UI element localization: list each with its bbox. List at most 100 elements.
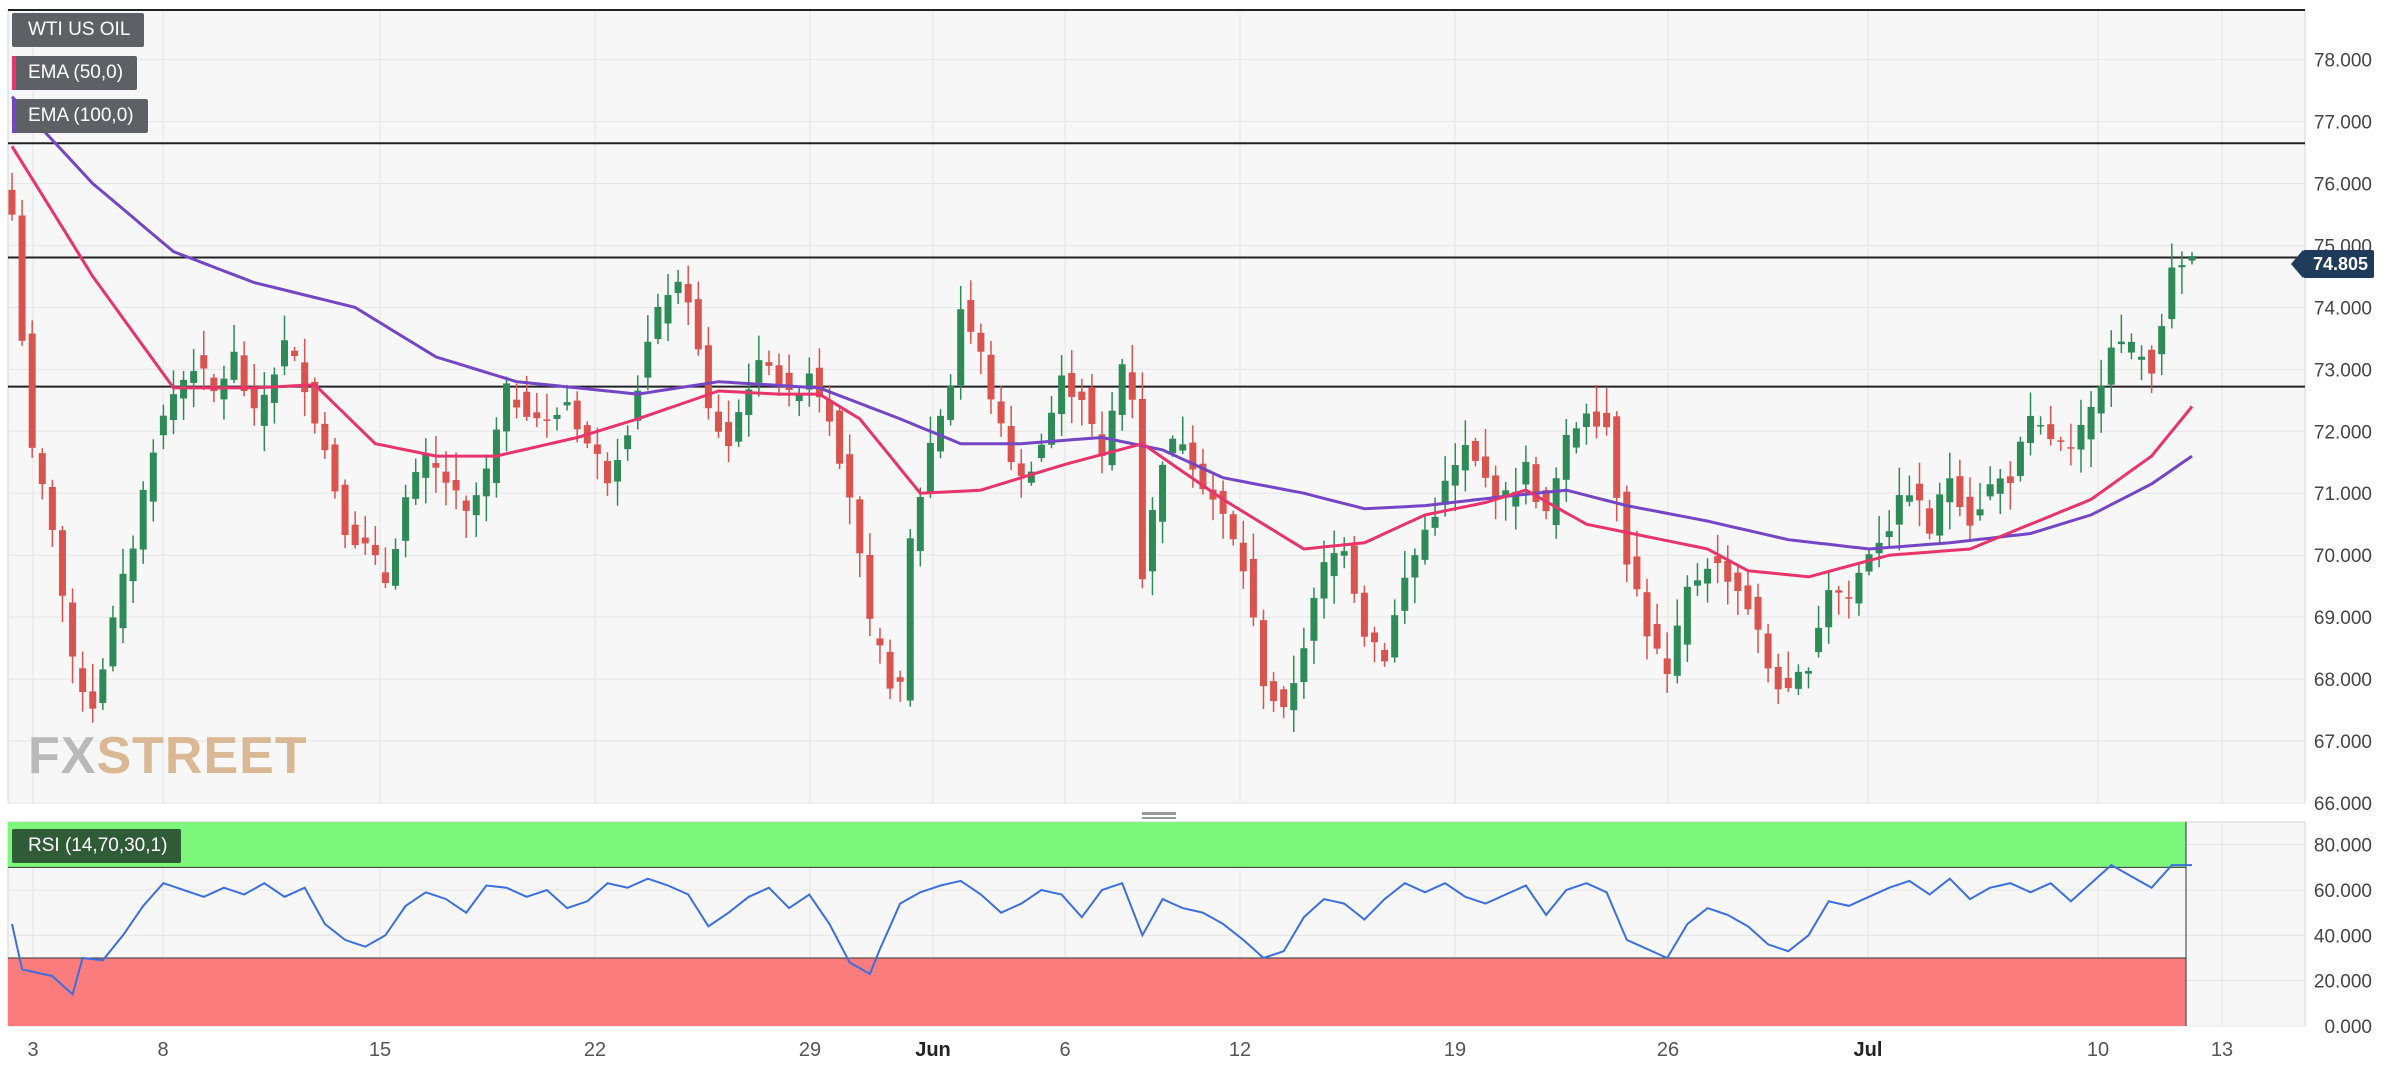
candle-body <box>1905 495 1913 502</box>
x-tick-label: 12 <box>1229 1039 1251 1061</box>
candle-body <box>392 549 400 586</box>
candle-body <box>1593 411 1601 427</box>
candle-body <box>2077 424 2085 450</box>
candle-body <box>472 495 480 516</box>
x-tick-label: 6 <box>1059 1039 1070 1061</box>
candle-body <box>1754 596 1762 630</box>
candle-body <box>48 486 56 530</box>
candle-body <box>1714 556 1722 564</box>
candle-body <box>997 401 1005 424</box>
candle-body <box>1855 572 1863 604</box>
candle-body <box>2178 265 2186 268</box>
rsi-oversold-zone <box>8 958 2186 1026</box>
candle-body <box>1673 625 1681 676</box>
candle-body <box>1623 491 1631 565</box>
candle-body <box>2148 349 2156 374</box>
ema50-line <box>10 145 2194 579</box>
candle-body <box>926 442 934 493</box>
legend-ema100[interactable]: EMA (100,0) <box>12 99 148 133</box>
candle-body <box>896 677 904 682</box>
candle-body <box>281 340 288 367</box>
candle-body <box>1461 445 1469 471</box>
candle-body <box>1290 683 1298 711</box>
price-tick-label: 72.000 <box>2314 422 2372 443</box>
price-tick-label: 71.000 <box>2314 484 2372 505</box>
candle-body <box>1199 463 1207 490</box>
price-tick-label: 66.000 <box>2314 794 2372 815</box>
price-tick-label: 68.000 <box>2314 670 2372 691</box>
rsi-line <box>11 863 2192 997</box>
candle-body <box>1946 478 1954 503</box>
candle-body <box>1643 592 1651 637</box>
candle-body <box>149 452 157 502</box>
candle-body <box>422 453 430 478</box>
candle-body <box>1471 440 1479 461</box>
candle-body <box>1320 562 1328 599</box>
candle-body <box>1249 558 1257 618</box>
candle-body <box>1350 545 1358 594</box>
candle-body <box>1764 633 1772 669</box>
candle-body <box>2097 386 2105 414</box>
candle-body <box>826 400 833 422</box>
candle-body <box>1441 480 1449 505</box>
x-tick-label: 3 <box>27 1039 38 1061</box>
candle-body <box>906 538 914 701</box>
candle-body <box>412 472 420 499</box>
candle-body <box>1128 372 1136 400</box>
candle-body <box>1936 494 1944 536</box>
candle-body <box>916 497 924 552</box>
legend-ema50[interactable]: EMA (50,0) <box>12 56 138 90</box>
candle-body <box>1492 475 1500 500</box>
candle-body <box>109 617 117 667</box>
candle-body <box>836 410 844 464</box>
price-tick-label: 69.000 <box>2314 608 2372 629</box>
ema100-swatch <box>12 99 16 133</box>
candle-body <box>18 215 26 341</box>
candle-body <box>38 453 46 485</box>
candle-body <box>129 548 137 582</box>
candle-body <box>169 394 177 421</box>
candle-body <box>1118 364 1126 415</box>
candle-body <box>1744 585 1752 610</box>
candle-body <box>1582 413 1590 427</box>
last-price-badge: 74.805 <box>2290 250 2374 278</box>
candle-body <box>1784 677 1792 689</box>
candle-body <box>230 351 238 380</box>
candle-body <box>2037 425 2045 427</box>
candle-body <box>2117 341 2125 345</box>
candle-body <box>250 388 258 409</box>
candle-body <box>1976 509 1984 516</box>
candle-body <box>1704 568 1712 584</box>
candle-body <box>452 480 460 491</box>
candle-body <box>1532 464 1540 503</box>
price-tick-label: 73.000 <box>2314 360 2372 381</box>
candle-body <box>1633 556 1641 590</box>
candle-body <box>795 394 803 401</box>
candle-body <box>1360 592 1368 637</box>
rsi-tick-label: 20.000 <box>2314 972 2372 993</box>
candle-body <box>1572 428 1580 448</box>
candle-body <box>2138 356 2146 360</box>
candle-body <box>1270 681 1278 702</box>
candle-body <box>1340 551 1348 556</box>
price-tick-label: 74.000 <box>2314 298 2372 319</box>
candle-body <box>351 524 359 546</box>
candle-body <box>664 295 672 324</box>
ema50-swatch <box>12 56 16 90</box>
x-tick-label: Jun <box>915 1039 951 1061</box>
candle-body <box>2057 440 2065 442</box>
candle-body <box>1804 671 1812 674</box>
candle-body <box>1562 434 1570 480</box>
candle-body <box>1734 572 1742 592</box>
candle-body <box>2047 424 2055 440</box>
legend-symbol[interactable]: WTI US OIL <box>12 13 145 47</box>
candle-body <box>1048 412 1056 445</box>
price-panel <box>7 9 2306 804</box>
candle-body <box>674 281 682 293</box>
candle-body <box>1229 514 1237 540</box>
rsi-label[interactable]: RSI (14,70,30,1) <box>12 829 182 863</box>
candle-body <box>210 377 218 392</box>
candle-body <box>1916 483 1923 501</box>
candle-body <box>1300 648 1308 682</box>
rsi-tick-label: 80.000 <box>2314 836 2372 857</box>
